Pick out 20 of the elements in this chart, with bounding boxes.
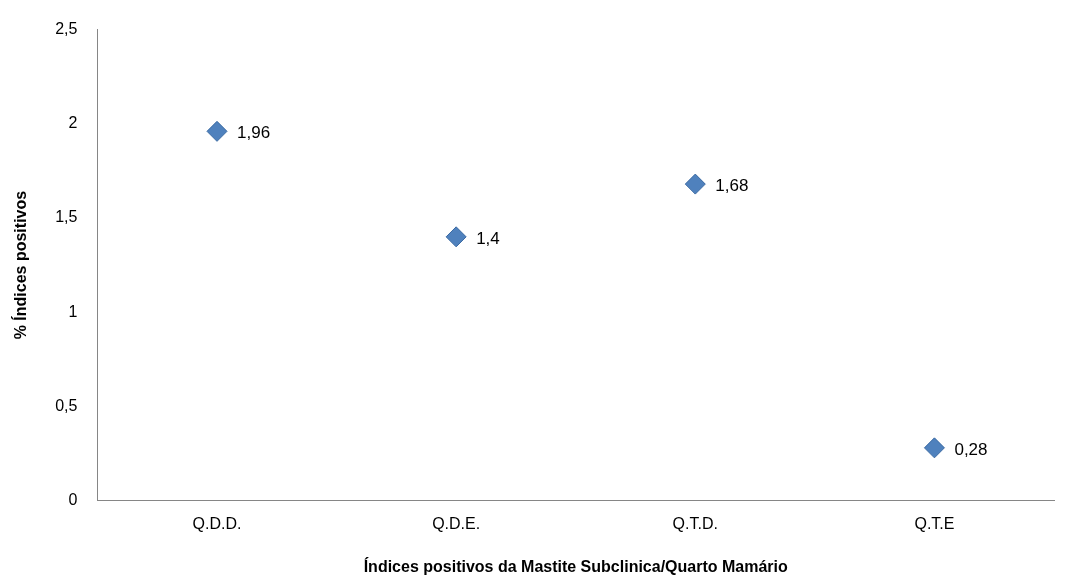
x-axis-title: Índices positivos da Mastite Subclinica/Quarto Mamário [363, 556, 788, 575]
y-tick-label: 1 [68, 302, 78, 320]
data-label: 1,4 [476, 228, 500, 248]
x-tick-label: Q.T.D. [672, 514, 718, 532]
x-tick-label: Q.T.E [914, 514, 955, 532]
x-tick-label: Q.D.E. [432, 514, 481, 532]
point [206, 120, 228, 142]
y-tick-label: 2,5 [55, 20, 78, 38]
y-axis-title: % Índices positivos [11, 190, 30, 340]
x-tick-label: Q.D.D. [192, 514, 242, 532]
point [923, 437, 945, 459]
data-label: 0,28 [954, 439, 988, 459]
point [684, 173, 706, 195]
data-label: 1,68 [715, 175, 749, 195]
y-tick-label: 0 [68, 491, 78, 509]
y-tick-label: 1,5 [55, 208, 78, 226]
data-label: 1,96 [237, 123, 271, 143]
y-tick-label: 0,5 [55, 396, 78, 414]
point [445, 226, 467, 248]
y-tick-label: 2 [68, 114, 78, 132]
